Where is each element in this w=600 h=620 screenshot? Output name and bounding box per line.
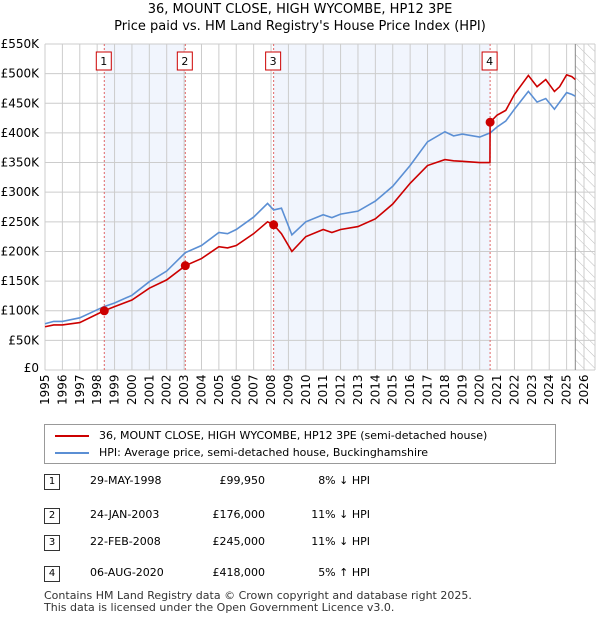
- sale-marker-box: [176, 51, 193, 71]
- sale-price: £245,000: [212, 535, 266, 548]
- y-tick-label: £550K: [1, 37, 41, 51]
- x-tick-label: 1995: [38, 374, 52, 405]
- table-row: 4 06-AUG-2020 £418,000 5% ↑ HPI: [0, 566, 600, 584]
- sale-point: [269, 220, 279, 230]
- y-tick-label: £450K: [1, 96, 41, 110]
- hpi-diff: 11% ↓ HPI: [311, 535, 370, 548]
- sale-date: 22-FEB-2008: [90, 535, 161, 548]
- legend-item-hpi: HPI: Average price, semi-detached house,…: [55, 445, 428, 460]
- y-tick-label: £250K: [1, 215, 41, 229]
- shaded-period: [104, 44, 186, 370]
- x-tick-label: 2001: [142, 374, 156, 405]
- hpi-diff: 11% ↓ HPI: [311, 508, 370, 521]
- sale-marker-label: 2: [181, 55, 188, 68]
- sale-marker-box: [265, 51, 282, 71]
- sale-price: £176,000: [212, 508, 266, 521]
- x-tick-label: 2006: [229, 374, 243, 405]
- x-tick-label: 2013: [351, 374, 365, 405]
- chart-title: 36, MOUNT CLOSE, HIGH WYCOMBE, HP12 3PE: [147, 2, 453, 17]
- sale-marker-number: 3: [44, 535, 60, 551]
- sale-marker-box: [481, 51, 498, 71]
- x-tick-label: 2018: [438, 374, 452, 405]
- x-tick-label: 2014: [368, 374, 382, 405]
- sale-point: [99, 306, 109, 316]
- y-tick-label: £500K: [1, 67, 41, 81]
- x-tick-label: 2010: [299, 374, 313, 405]
- hpi-diff: 8% ↓ HPI: [318, 474, 370, 487]
- price-chart: 1995 1996 1997 1998 1999 2000 2001 2002 2003 2004…: [1, 37, 596, 405]
- x-tick-label: 2005: [212, 374, 226, 405]
- y-tick-label: £100K: [1, 304, 41, 318]
- footer-line: This data is licensed under the Open Gov…: [44, 601, 395, 614]
- sale-point: [485, 117, 495, 127]
- sale-point: [180, 261, 190, 271]
- sale-date: 29-MAY-1998: [90, 474, 162, 487]
- x-tick-label: 2021: [490, 374, 504, 405]
- sale-price: £99,950: [219, 474, 266, 487]
- future-hatch: [575, 44, 595, 370]
- x-tick-label: 2019: [455, 374, 469, 405]
- shaded-period: [273, 44, 491, 370]
- y-tick-label: £200K: [1, 244, 41, 258]
- x-tick-label: 2015: [386, 374, 400, 405]
- table-row: 1 29-MAY-1998 £99,950 8% ↓ HPI: [0, 474, 600, 492]
- x-tick-label: 2017: [421, 374, 435, 405]
- table-row: 2 24-JAN-2003 £176,000 11% ↓ HPI: [0, 508, 600, 526]
- hpi-diff: 5% ↑ HPI: [318, 566, 370, 579]
- x-tick-label: 2003: [177, 374, 191, 405]
- sale-marker-number: 2: [44, 508, 60, 524]
- series-line: [44, 90, 576, 325]
- y-tick-label: £300K: [1, 185, 41, 199]
- legend-label: 36, MOUNT CLOSE, HIGH WYCOMBE, HP12 3PE …: [99, 429, 488, 442]
- chart-subtitle: Price paid vs. HM Land Registry's House …: [114, 19, 486, 34]
- x-tick-label: 2007: [247, 374, 261, 405]
- y-tick-label: £50K: [8, 333, 40, 347]
- x-tick-label: 2020: [473, 374, 487, 405]
- x-tick-label: 2025: [560, 374, 574, 405]
- x-tick-label: 2024: [542, 374, 556, 405]
- x-tick-label: 2004: [194, 374, 208, 405]
- sale-marker-number: 1: [44, 474, 60, 490]
- legend-label: HPI: Average price, semi-detached house,…: [99, 446, 429, 459]
- x-tick-label: 2009: [281, 374, 295, 405]
- sale-marker-number: 4: [44, 566, 60, 582]
- x-tick-label: 2023: [525, 374, 539, 405]
- footer: Contains HM Land Registry data © Crown c…: [44, 590, 472, 614]
- sale-price: £418,000: [212, 566, 266, 579]
- x-tick-label: 1996: [55, 374, 69, 405]
- sale-marker-label: 3: [270, 55, 277, 68]
- x-tick-label: 2002: [160, 374, 174, 405]
- legend-line-red: [55, 434, 89, 437]
- y-tick-label: £350K: [1, 156, 41, 170]
- footer-line: Contains HM Land Registry data © Crown c…: [44, 589, 472, 602]
- y-tick-label: £400K: [1, 126, 41, 140]
- table-row: 3 22-FEB-2008 £245,000 11% ↓ HPI: [0, 535, 600, 553]
- sale-date: 24-JAN-2003: [90, 508, 160, 521]
- x-tick-label: 1999: [108, 374, 122, 405]
- x-tick-label: 1997: [73, 374, 87, 405]
- legend-item-property: 36, MOUNT CLOSE, HIGH WYCOMBE, HP12 3PE …: [55, 428, 487, 443]
- x-tick-label: 2008: [264, 374, 278, 405]
- x-tick-label: 2011: [316, 374, 330, 405]
- series-line: [44, 73, 576, 328]
- x-tick-label: 2016: [403, 374, 417, 405]
- x-tick-label: 2012: [334, 374, 348, 405]
- x-tick-label: 1998: [90, 374, 104, 405]
- sale-marker-box: [95, 51, 112, 71]
- x-tick-label: 2026: [577, 374, 591, 405]
- x-tick-label: 2022: [507, 374, 521, 405]
- sale-marker-label: 1: [100, 55, 107, 68]
- legend-line-blue: [55, 451, 89, 454]
- x-tick-label: 2000: [125, 374, 139, 405]
- legend: 36, MOUNT CLOSE, HIGH WYCOMBE, HP12 3PE …: [44, 424, 556, 464]
- y-tick-label: £150K: [1, 274, 41, 288]
- y-tick-label: £0: [24, 361, 39, 375]
- sale-date: 06-AUG-2020: [90, 566, 164, 579]
- sale-marker-label: 4: [486, 55, 493, 68]
